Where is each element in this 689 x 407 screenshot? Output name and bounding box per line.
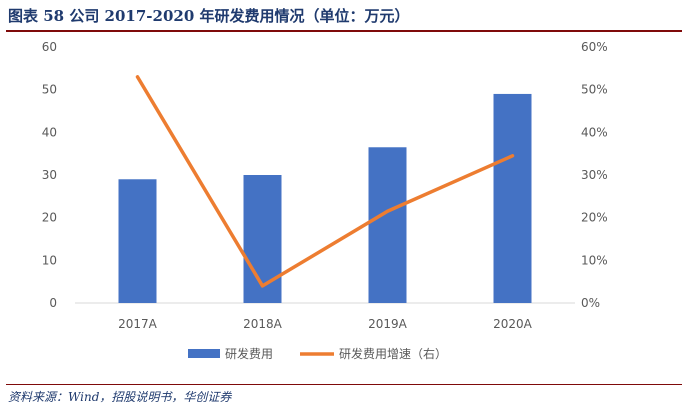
combo-chart: 0 10 20 30 40 50 60 0% 10% 20% 30% 40% 50% 60% 2017A… <box>42 40 608 361</box>
title-divider <box>6 30 682 32</box>
source-note: 资料来源：Wind，招股说明书，华创证券 <box>8 390 232 404</box>
line-point <box>511 154 514 158</box>
left-tick-label: 10 <box>42 253 57 267</box>
right-tick-label: 10% <box>581 253 608 267</box>
left-tick-label: 40 <box>42 125 57 139</box>
bar <box>493 93 532 303</box>
left-tick-label: 30 <box>42 168 57 182</box>
x-tick-label: 2018A <box>243 317 283 331</box>
right-axis-ticks: 0% 10% 20% 30% 40% 50% 60% <box>581 40 608 310</box>
left-tick-label: 50 <box>42 83 57 97</box>
left-tick-label: 0 <box>49 296 57 310</box>
line-series <box>135 75 515 288</box>
x-tick-label: 2019A <box>368 317 408 331</box>
left-axis-ticks: 0 10 20 30 40 50 60 <box>42 40 57 310</box>
bar <box>368 147 407 303</box>
legend-line-label: 研发费用增速（右） <box>339 346 447 361</box>
growth-line <box>135 75 515 288</box>
line-point <box>261 284 264 288</box>
bar <box>118 179 157 303</box>
legend-bar-swatch <box>188 349 220 358</box>
line-point <box>136 75 139 79</box>
footer-divider <box>6 384 682 385</box>
right-tick-label: 50% <box>581 83 608 97</box>
left-tick-label: 20 <box>42 211 57 225</box>
line-point <box>386 209 389 213</box>
right-tick-label: 40% <box>581 125 608 139</box>
right-tick-label: 30% <box>581 168 608 182</box>
right-tick-label: 60% <box>581 40 608 54</box>
x-tick-label: 2020A <box>493 317 533 331</box>
x-tick-label: 2017A <box>118 317 158 331</box>
left-tick-label: 60 <box>42 40 57 54</box>
right-tick-label: 0% <box>581 296 600 310</box>
x-axis-ticks: 2017A 2018A 2019A 2020A <box>118 317 533 331</box>
legend-bar-label: 研发费用 <box>225 346 273 361</box>
figure-title: 图表 58 公司 2017-2020 年研发费用情况（单位：万元） <box>8 7 410 25</box>
bar-series <box>118 93 532 303</box>
right-tick-label: 20% <box>581 211 608 225</box>
bar <box>243 175 282 303</box>
legend: 研发费用 研发费用增速（右） <box>188 346 447 361</box>
